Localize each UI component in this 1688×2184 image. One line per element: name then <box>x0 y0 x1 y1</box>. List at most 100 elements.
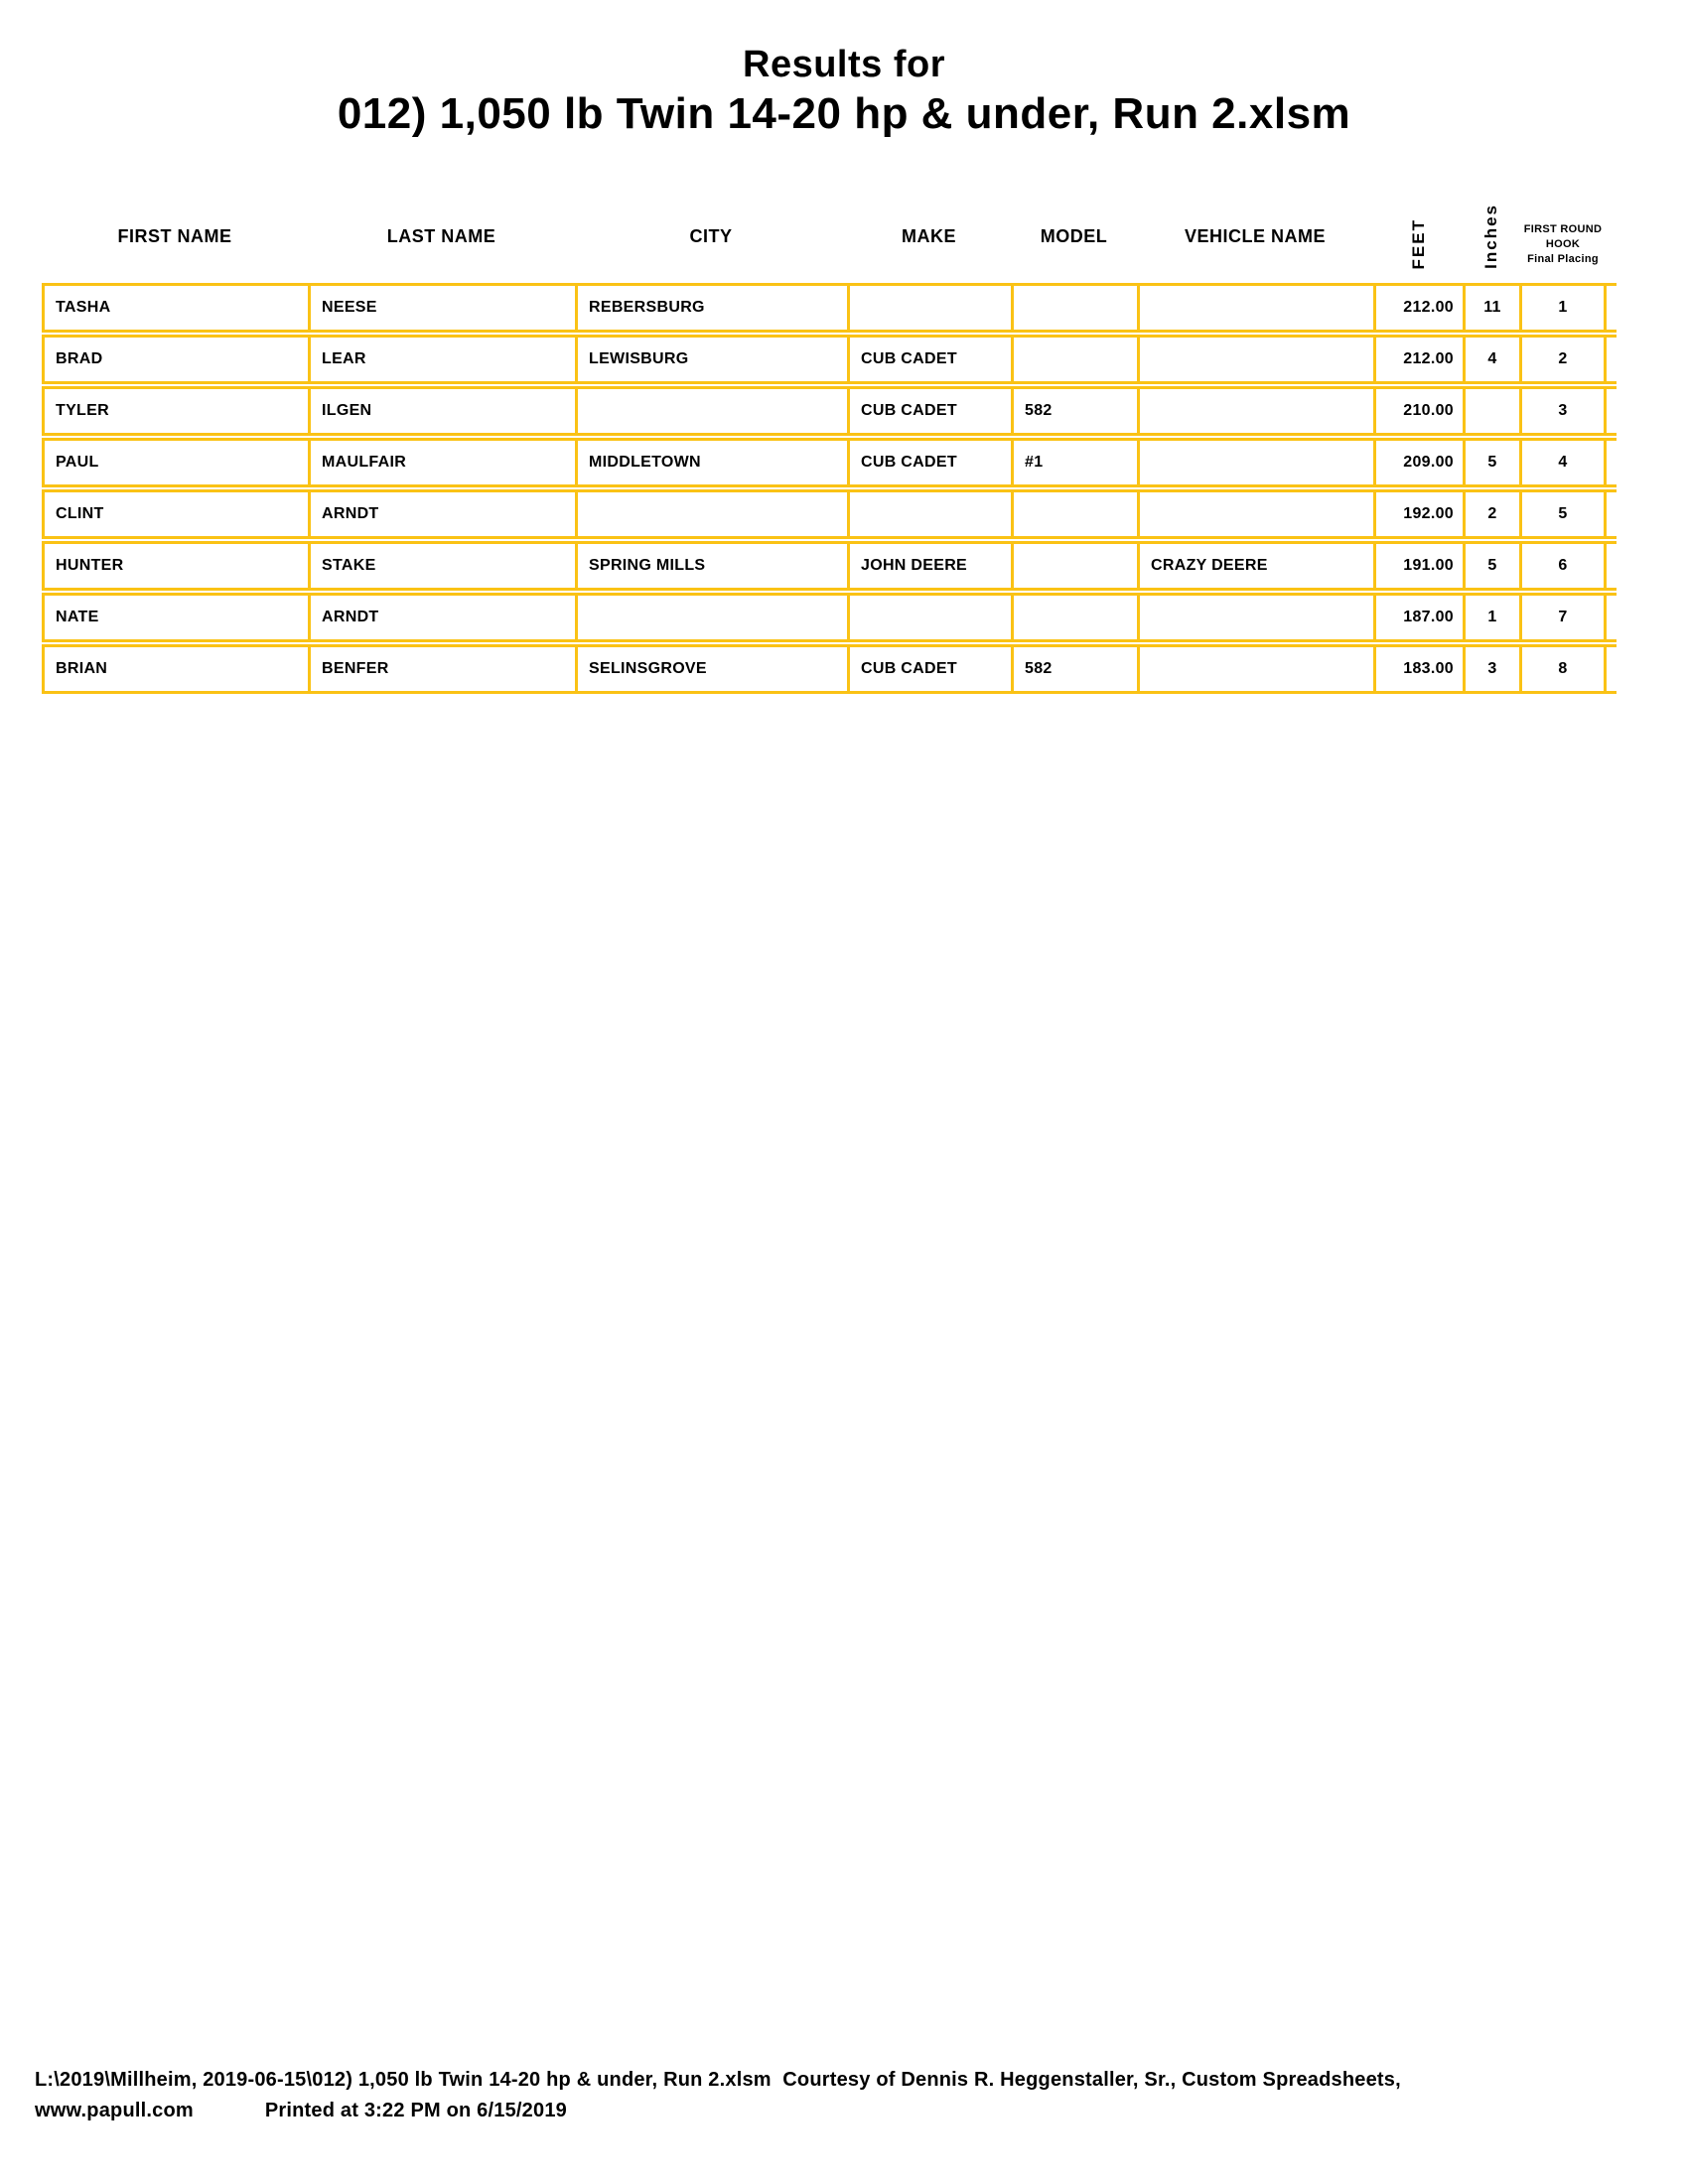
cell-model: 582 <box>1014 647 1140 691</box>
cell-feet: 191.00 <box>1376 544 1466 588</box>
cell-first-name: TYLER <box>45 389 311 433</box>
cell-first-name: TASHA <box>45 286 311 330</box>
cell-first-name: BRIAN <box>45 647 311 691</box>
table-header-row: FIRST NAME LAST NAME CITY MAKE MODEL VEH… <box>42 189 1607 283</box>
table-row: HUNTER STAKE SPRING MILLS JOHN DEERE CRA… <box>42 541 1617 591</box>
inches-vertical-label: Inches <box>1481 204 1500 269</box>
cell-model <box>1014 492 1140 536</box>
cell-model: #1 <box>1014 441 1140 484</box>
cell-make: CUB CADET <box>850 389 1014 433</box>
cell-make <box>850 286 1014 330</box>
cell-vehicle-name <box>1140 286 1376 330</box>
footer-second-line: www.papull.com Printed at 3:22 PM on 6/15… <box>35 2096 1673 2126</box>
table-row: PAUL MAULFAIR MIDDLETOWN CUB CADET #1 20… <box>42 438 1617 487</box>
hook-header-line2: HOOK <box>1545 238 1581 250</box>
cell-model <box>1014 338 1140 381</box>
cell-city: MIDDLETOWN <box>578 441 850 484</box>
cell-vehicle-name <box>1140 389 1376 433</box>
table-row: CLINT ARNDT 192.00 2 5 <box>42 489 1617 539</box>
cell-last-name: NEESE <box>311 286 578 330</box>
cell-inches: 4 <box>1466 338 1522 381</box>
cell-make: CUB CADET <box>850 441 1014 484</box>
cell-placing: 6 <box>1558 557 1568 574</box>
cell-first-name: NATE <box>45 596 311 639</box>
cell-city <box>578 596 850 639</box>
cell-first-name: PAUL <box>45 441 311 484</box>
cell-make: JOHN DEERE <box>850 544 1014 588</box>
cell-inches: 5 <box>1466 544 1522 588</box>
footer-source-line: L:\2019\Millheim, 2019-06-15\012) 1,050 … <box>35 2069 1401 2091</box>
cell-last-name: ARNDT <box>311 492 578 536</box>
cell-city: SELINSGROVE <box>578 647 850 691</box>
cell-inches: 11 <box>1466 286 1522 330</box>
cell-placing: 2 <box>1558 350 1568 367</box>
col-header-make: MAKE <box>902 226 956 246</box>
cell-placing: 4 <box>1558 454 1568 471</box>
cell-first-name: CLINT <box>45 492 311 536</box>
cell-model <box>1014 596 1140 639</box>
cell-vehicle-name: CRAZY DEERE <box>1140 544 1376 588</box>
col-header-feet: FEET <box>1373 218 1463 269</box>
hook-header-line3: Final Placing <box>1527 253 1599 265</box>
cell-last-name: BENFER <box>311 647 578 691</box>
cell-model: 582 <box>1014 389 1140 433</box>
cell-last-name: MAULFAIR <box>311 441 578 484</box>
cell-city <box>578 389 850 433</box>
cell-city: REBERSBURG <box>578 286 850 330</box>
cell-feet: 212.00 <box>1376 286 1466 330</box>
cell-feet: 209.00 <box>1376 441 1466 484</box>
col-header-model: MODEL <box>1040 226 1108 246</box>
cell-make: CUB CADET <box>850 647 1014 691</box>
cell-make: CUB CADET <box>850 338 1014 381</box>
col-header-first-name: FIRST NAME <box>117 226 232 246</box>
cell-placing: 5 <box>1558 505 1568 522</box>
cell-first-name: BRAD <box>45 338 311 381</box>
cell-inches: 1 <box>1466 596 1522 639</box>
cell-vehicle-name <box>1140 492 1376 536</box>
cell-last-name: LEAR <box>311 338 578 381</box>
footer-printed-at: Printed at 3:22 PM on 6/15/2019 <box>264 2100 567 2121</box>
cell-make <box>850 596 1014 639</box>
cell-city: LEWISBURG <box>578 338 850 381</box>
cell-model <box>1014 544 1140 588</box>
cell-inches: 3 <box>1466 647 1522 691</box>
page-footer: L:\2019\Millheim, 2019-06-15\012) 1,050 … <box>35 2065 1673 2126</box>
cell-feet: 187.00 <box>1376 596 1466 639</box>
cell-last-name: ILGEN <box>311 389 578 433</box>
cell-placing: 7 <box>1558 609 1568 625</box>
cell-placing: 3 <box>1558 402 1568 419</box>
cell-city: SPRING MILLS <box>578 544 850 588</box>
table-row: TASHA NEESE REBERSBURG 212.00 11 1 <box>42 283 1617 333</box>
cell-model <box>1014 286 1140 330</box>
cell-vehicle-name <box>1140 596 1376 639</box>
page-title: Results for <box>743 44 945 85</box>
cell-inches: 5 <box>1466 441 1522 484</box>
cell-inches <box>1466 389 1522 433</box>
cell-vehicle-name <box>1140 338 1376 381</box>
col-header-last-name: LAST NAME <box>386 226 496 246</box>
cell-last-name: STAKE <box>311 544 578 588</box>
cell-city <box>578 492 850 536</box>
col-header-vehicle-name: VEHICLE NAME <box>1184 226 1326 246</box>
cell-feet: 183.00 <box>1376 647 1466 691</box>
col-header-first-round-hook: FIRST ROUND HOOK Final Placing <box>1519 222 1607 267</box>
page-subtitle: 012) 1,050 lb Twin 14-20 hp & under, Run… <box>337 89 1351 138</box>
table-row: NATE ARNDT 187.00 1 7 <box>42 593 1617 642</box>
col-header-inches: Inches <box>1463 204 1519 269</box>
cell-feet: 212.00 <box>1376 338 1466 381</box>
cell-make <box>850 492 1014 536</box>
cell-feet: 192.00 <box>1376 492 1466 536</box>
cell-placing: 8 <box>1558 660 1568 677</box>
cell-last-name: ARNDT <box>311 596 578 639</box>
cell-inches: 2 <box>1466 492 1522 536</box>
cell-placing: 1 <box>1558 299 1568 316</box>
cell-vehicle-name <box>1140 441 1376 484</box>
table-row: BRIAN BENFER SELINSGROVE CUB CADET 582 1… <box>42 644 1617 694</box>
footer-website: www.papull.com <box>35 2100 194 2121</box>
table-row: TYLER ILGEN CUB CADET 582 210.00 3 <box>42 386 1617 436</box>
cell-feet: 210.00 <box>1376 389 1466 433</box>
cell-first-name: HUNTER <box>45 544 311 588</box>
hook-header-line1: FIRST ROUND <box>1523 223 1603 235</box>
table-row: BRAD LEAR LEWISBURG CUB CADET 212.00 4 2 <box>42 335 1617 384</box>
